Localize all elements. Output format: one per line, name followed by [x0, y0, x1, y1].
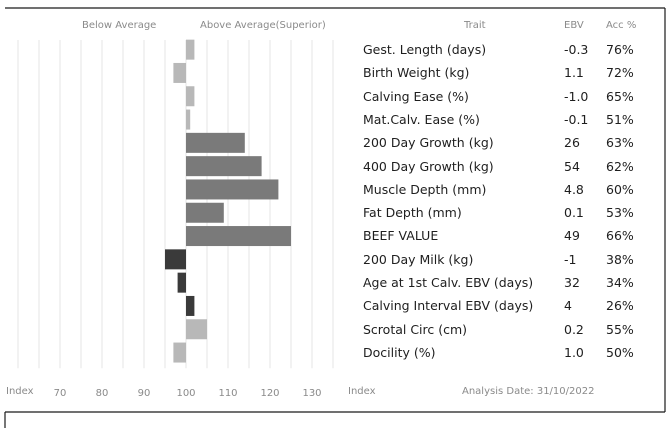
accuracy-value: 63%	[606, 135, 634, 151]
x-tick-label: 110	[218, 388, 237, 399]
x-tick-label: 70	[54, 388, 67, 399]
bar	[186, 319, 207, 340]
accuracy-value: 50%	[606, 344, 634, 360]
trait-row: Birth Weight (kg) 1.1 72%	[363, 61, 663, 84]
trait-column-header: Trait	[464, 20, 486, 31]
ebv-value: 1.0	[564, 344, 584, 360]
accuracy-value: 34%	[606, 275, 634, 290]
bar	[186, 202, 224, 223]
x-tick-label: 130	[302, 388, 321, 399]
trait-row: Age at 1st Calv. EBV (days) 32 34%	[363, 271, 663, 294]
trait-name: 400 Day Growth (kg)	[363, 158, 494, 174]
trait-name: Calving Interval EBV (days)	[363, 298, 534, 314]
trait-name: Fat Depth (mm)	[363, 205, 462, 221]
trait-row: Calving Interval EBV (days) 4 26%	[363, 294, 663, 317]
trait-name: Age at 1st Calv. EBV (days)	[363, 275, 534, 290]
trait-name: Mat.Calv. Ease (%)	[363, 111, 480, 127]
ebv-value: 0.2	[564, 321, 584, 337]
acc-column-header: Acc %	[606, 20, 637, 31]
trait-row: Muscle Depth (mm) 4.8 60%	[363, 178, 663, 201]
trait-name: Scrotal Circ (cm)	[363, 321, 468, 337]
accuracy-value: 53%	[606, 205, 634, 221]
accuracy-value: 72%	[606, 65, 634, 81]
x-tick-label: 100	[176, 388, 195, 399]
x-tick-label: 80	[96, 388, 109, 399]
ebv-value: 32	[564, 275, 580, 290]
above-average-label: Above Average(Superior)	[200, 20, 326, 31]
ebv-column-header: EBV	[564, 20, 584, 31]
bar	[186, 156, 262, 177]
ebv-value: -1.0	[564, 88, 589, 104]
bar	[173, 62, 186, 83]
ebv-value: 49	[564, 228, 580, 244]
ebv-value: -0.3	[564, 42, 589, 57]
accuracy-value: 65%	[606, 88, 634, 104]
index-label-left: Index	[6, 386, 34, 397]
trait-name: Docility (%)	[363, 344, 436, 360]
trait-row: Docility (%) 1.0 50%	[363, 341, 663, 364]
accuracy-value: 62%	[606, 158, 634, 174]
analysis-date: Analysis Date: 31/10/2022	[462, 386, 595, 397]
trait-name: Calving Ease (%)	[363, 88, 469, 104]
ebv-value: 1.1	[564, 65, 584, 81]
accuracy-value: 66%	[606, 228, 634, 244]
ebv-value: -1	[564, 251, 577, 267]
accuracy-value: 76%	[606, 42, 634, 57]
trait-name: 200 Day Milk (kg)	[363, 251, 474, 267]
accuracy-value: 55%	[606, 321, 634, 337]
below-average-label: Below Average	[82, 20, 157, 31]
trait-row: Gest. Length (days) -0.3 76%	[363, 38, 663, 61]
accuracy-value: 26%	[606, 298, 634, 314]
x-axis-ticks: 70 80 90 100 110 120 130	[54, 388, 322, 399]
ebv-value: 26	[564, 135, 580, 151]
trait-row: Calving Ease (%) -1.0 65%	[363, 85, 663, 108]
chart-grid	[17, 40, 334, 369]
trait-name: BEEF VALUE	[363, 228, 439, 244]
trait-row: Fat Depth (mm) 0.1 53%	[363, 201, 663, 224]
ebv-value: 4.8	[564, 181, 584, 197]
bar	[186, 109, 191, 130]
accuracy-value: 38%	[606, 251, 634, 267]
ebv-value: -0.1	[564, 111, 589, 127]
bar	[186, 86, 195, 107]
bar	[186, 295, 195, 316]
x-tick-label: 90	[138, 388, 151, 399]
chart-bars	[165, 39, 291, 363]
accuracy-value: 51%	[606, 111, 634, 127]
bar	[186, 226, 291, 247]
accuracy-value: 60%	[606, 181, 634, 197]
bar	[173, 342, 186, 363]
trait-row: BEEF VALUE 49 66%	[363, 224, 663, 247]
ebv-value: 54	[564, 158, 580, 174]
trait-name: Birth Weight (kg)	[363, 65, 470, 81]
trait-row: 200 Day Milk (kg) -1 38%	[363, 248, 663, 271]
bar	[177, 272, 186, 293]
trait-name: Muscle Depth (mm)	[363, 181, 487, 197]
x-tick-label: 120	[260, 388, 279, 399]
bar	[165, 249, 186, 270]
ebv-value: 4	[564, 298, 572, 314]
index-label-right: Index	[348, 386, 376, 397]
bar	[186, 39, 195, 60]
ebv-value: 0.1	[564, 205, 584, 221]
trait-row: Scrotal Circ (cm) 0.2 55%	[363, 318, 663, 341]
trait-name: 200 Day Growth (kg)	[363, 135, 494, 151]
trait-row: 200 Day Growth (kg) 26 63%	[363, 131, 663, 154]
bar	[186, 132, 245, 153]
trait-name: Gest. Length (days)	[363, 42, 487, 57]
trait-row: Mat.Calv. Ease (%) -0.1 51%	[363, 108, 663, 131]
bar	[186, 179, 279, 200]
trait-row: 400 Day Growth (kg) 54 62%	[363, 155, 663, 178]
